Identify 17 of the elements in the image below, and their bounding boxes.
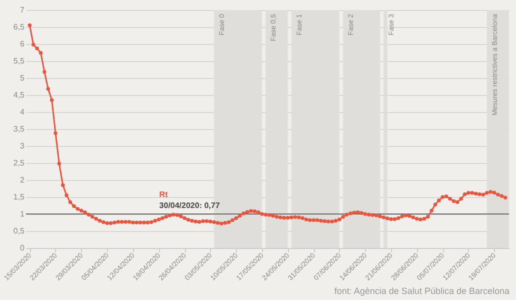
y-tick-label: 6,5 (13, 22, 26, 32)
y-tick-label: 2 (20, 176, 26, 184)
y-tick-label: 6 (20, 40, 26, 48)
y-tick-label: 0,5 (13, 226, 26, 236)
y-tick-label: 4,5 (13, 90, 26, 100)
y-tick-label: 5 (20, 74, 26, 82)
y-tick-label: 5,5 (13, 56, 26, 66)
annotation: Rt 30/04/2020: 0,77 (159, 190, 220, 210)
y-tick-label: 7 (20, 6, 26, 14)
y-tick-label: 1 (20, 210, 26, 218)
text: font: Agència de Salut Pública de Barcelona (334, 286, 510, 296)
y-tick-label: 0 (20, 244, 26, 252)
y-tick-label: 2,5 (13, 158, 26, 168)
y-tick-label: 1,5 (13, 192, 26, 202)
y-tick-label: 4 (20, 108, 26, 116)
y-tick-label: 3 (20, 142, 26, 150)
y-tick-label: 3,5 (13, 124, 26, 134)
